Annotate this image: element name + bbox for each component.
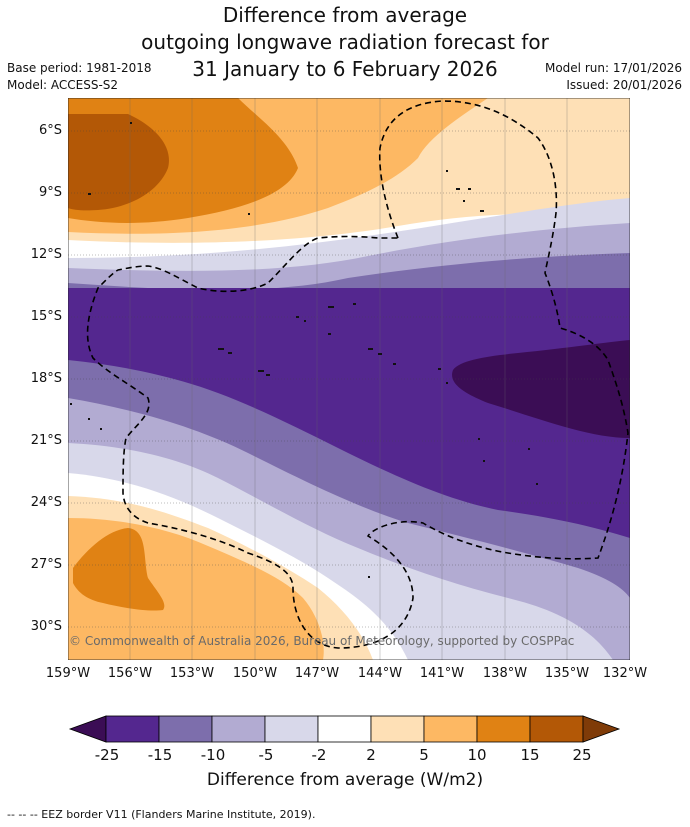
model-text: Model: ACCESS-S2 — [7, 78, 119, 92]
colorbar-extend-high — [582, 715, 621, 743]
lon-label-132w: 132°W — [602, 666, 648, 681]
colorbar-extend-low — [68, 715, 107, 743]
copyright-notice: © Commonwealth of Australia 2026, Bureau… — [69, 634, 575, 648]
cb-tick-10: 10 — [467, 746, 487, 764]
lat-label-18s: 18°S — [30, 371, 62, 386]
cb-tick-5: 5 — [419, 746, 429, 764]
colorbar-title: Difference from average (W/m2) — [206, 770, 484, 790]
title-line-3: 31 January to 6 February 2026 — [192, 57, 498, 81]
lon-grid-lines — [129, 98, 568, 660]
colorbar-swatch — [476, 715, 531, 743]
lat-label-27s: 27°S — [30, 557, 62, 572]
band-north-brown — [68, 114, 169, 211]
lon-label-144w: 144°W — [357, 666, 403, 681]
cb-tick-neg5: -5 — [258, 746, 274, 764]
map-title: Difference from average outgoing longwav… — [0, 2, 690, 83]
lat-label-12s: 12°S — [30, 247, 62, 262]
colorbar-swatch — [211, 715, 266, 743]
cb-tick-neg10: -10 — [200, 746, 226, 764]
lat-label-30s: 30°S — [30, 619, 62, 634]
cb-tick-25: 25 — [572, 746, 592, 764]
issued-text: Issued: 20/01/2026 — [566, 78, 682, 92]
title-line-2: outgoing longwave radiation forecast for — [141, 30, 549, 54]
band-south-dark-orange — [73, 528, 165, 611]
eez-border — [86, 100, 629, 649]
lat-label-9s: 9°S — [38, 185, 62, 200]
lon-label-141w: 141°W — [419, 666, 465, 681]
lat-label-15s: 15°S — [30, 309, 62, 324]
colorbar-swatch — [529, 715, 584, 743]
lat-label-21s: 21°S — [30, 433, 62, 448]
cb-tick-15: 15 — [520, 746, 540, 764]
colorbar-swatch — [158, 715, 213, 743]
meta-left: Base period: 1981-2018 Model: ACCESS-S2 — [7, 60, 152, 94]
model-run-text: Model run: 17/01/2026 — [544, 61, 682, 75]
lat-grid-lines — [68, 130, 630, 628]
colorbar-swatch — [370, 715, 425, 743]
colorbar — [68, 715, 621, 743]
lon-label-138w: 138°W — [482, 666, 528, 681]
colorbar-swatches — [68, 715, 621, 743]
eez-footnote: -- -- -- EEZ border V11 (Flanders Marine… — [7, 808, 316, 821]
island-specks — [70, 122, 538, 578]
lon-label-159w: 159°W — [45, 666, 91, 681]
colorbar-swatch — [105, 715, 160, 743]
colorbar-swatch — [317, 715, 372, 743]
lon-label-150w: 150°W — [232, 666, 278, 681]
map-panel — [68, 98, 630, 660]
meta-right: Model run: 17/01/2026 Issued: 20/01/2026 — [545, 60, 682, 94]
base-period-text: Base period: 1981-2018 — [7, 61, 152, 75]
cb-tick-neg25: -25 — [94, 746, 120, 764]
lon-label-135w: 135°W — [544, 666, 590, 681]
band-darkest-purple — [452, 340, 630, 438]
lon-label-147w: 147°W — [294, 666, 340, 681]
cb-tick-2: 2 — [366, 746, 376, 764]
colorbar-swatch — [423, 715, 478, 743]
colorbar-swatch — [264, 715, 319, 743]
lat-label-6s: 6°S — [38, 123, 62, 138]
title-line-1: Difference from average — [222, 3, 468, 27]
lon-label-153w: 153°W — [169, 666, 215, 681]
map-canvas — [68, 98, 630, 660]
lon-label-156w: 156°W — [107, 666, 153, 681]
lat-label-24s: 24°S — [30, 495, 62, 510]
cb-tick-neg2: -2 — [311, 746, 327, 764]
cb-tick-neg15: -15 — [147, 746, 173, 764]
